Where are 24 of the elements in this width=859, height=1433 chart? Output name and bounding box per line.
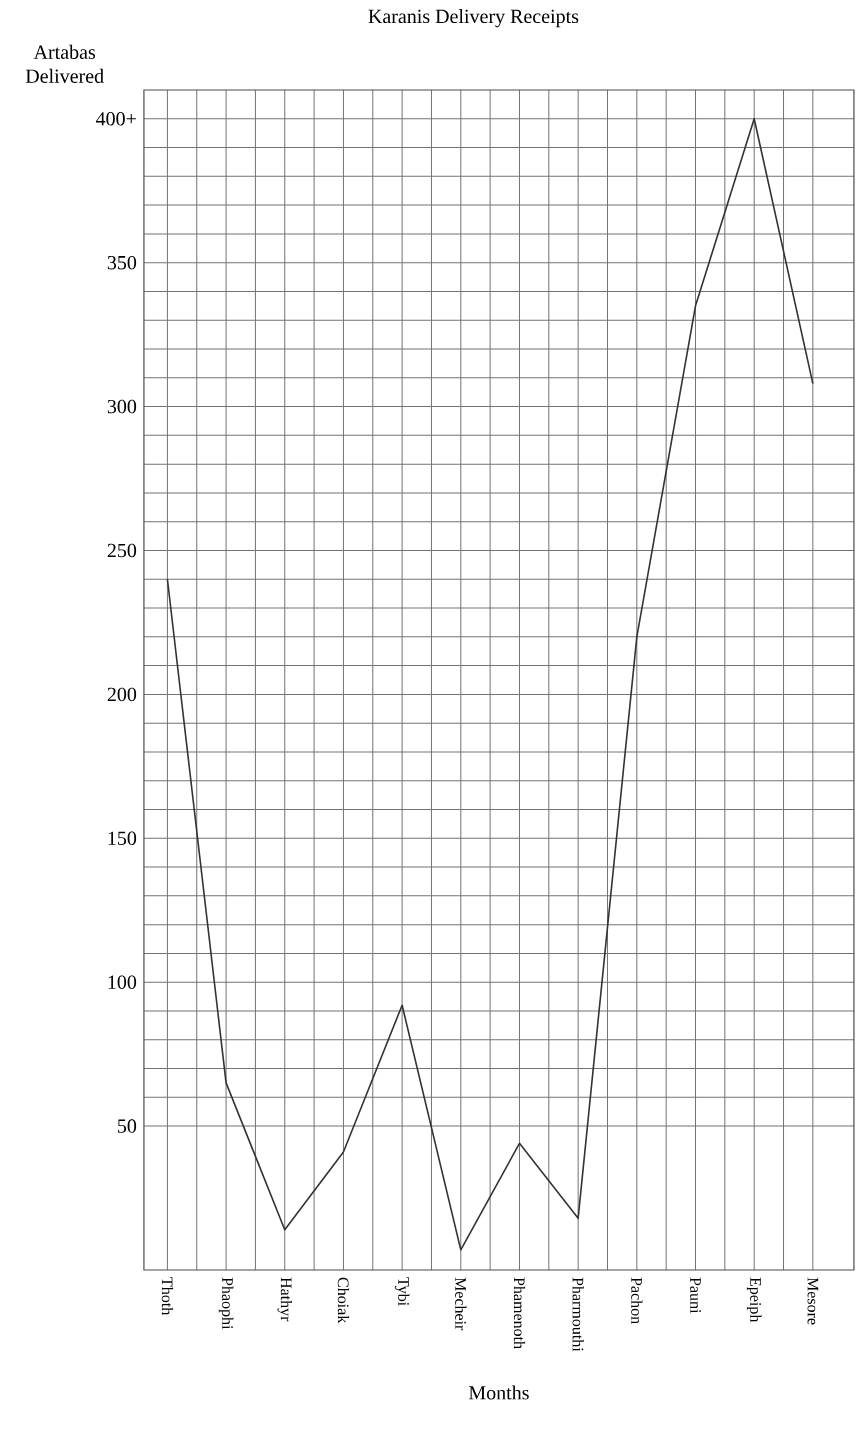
x-tick-label: Pachon xyxy=(631,1277,643,1324)
y-tick-label: 250 xyxy=(107,543,137,558)
y-tick-label: 100 xyxy=(108,975,137,989)
x-tick-label: Choiak xyxy=(337,1277,350,1324)
y-tick-label: 300 xyxy=(107,399,137,414)
x-tick-label: Pauni xyxy=(690,1277,701,1314)
y-tick-label: 400+ xyxy=(95,112,136,126)
x-tick-label: Hathyr xyxy=(277,1277,293,1322)
x-tick-label: Thoth xyxy=(161,1277,174,1316)
y-tick-label: 200 xyxy=(107,687,137,702)
x-tick-label: Phamenoth xyxy=(513,1277,526,1349)
x-tick-label: Mesore xyxy=(807,1277,819,1325)
chart-title: Karanis Delivery Receipts xyxy=(368,9,579,28)
y-tick-label: 350 xyxy=(107,255,137,270)
x-tick-label: Epeiph xyxy=(746,1277,762,1323)
line-series xyxy=(166,117,814,1251)
x-tick-label: Tybi xyxy=(394,1277,410,1306)
x-tick-label: Phaophi xyxy=(218,1277,234,1330)
y-tick-label: 50 xyxy=(118,1119,137,1133)
x-axis-title: Months xyxy=(468,1385,529,1400)
x-tick-label: Pharmouthi xyxy=(572,1277,584,1352)
y-tick-label: 150 xyxy=(108,831,137,846)
y-axis-title: Artabas Delivered xyxy=(25,44,104,83)
x-tick-label: Mecheir xyxy=(455,1277,467,1331)
